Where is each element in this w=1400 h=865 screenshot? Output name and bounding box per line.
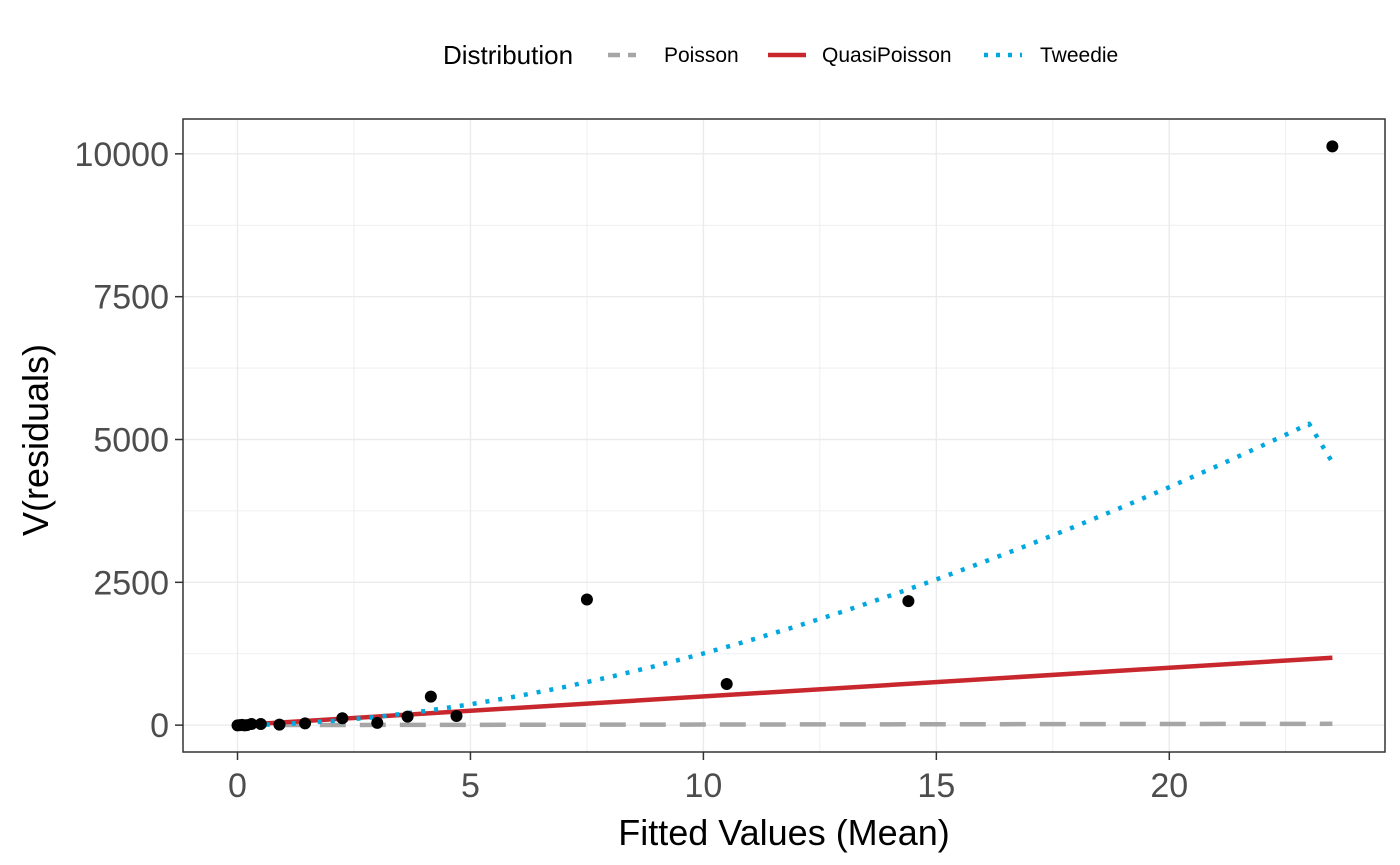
data-point — [371, 716, 384, 729]
data-point — [902, 595, 915, 608]
x-tick-label: 20 — [1150, 767, 1188, 805]
data-point — [273, 718, 286, 731]
legend-label-quasipoisson: QuasiPoisson — [822, 44, 952, 67]
data-point — [254, 718, 267, 731]
data-point — [580, 593, 593, 606]
data-point — [299, 717, 312, 730]
legend: Distribution Poisson QuasiPoisson Tweedi… — [443, 40, 1118, 70]
series-poisson-line — [239, 721, 1333, 728]
y-tick-label: 5000 — [93, 421, 169, 459]
legend-label-tweedie: Tweedie — [1040, 44, 1118, 67]
x-tick-label: 5 — [461, 767, 480, 805]
points-layer — [231, 140, 1339, 732]
x-axis: 0 5 10 15 20 — [228, 752, 1188, 805]
series-tweedie-line — [239, 421, 1335, 728]
x-tick-label: 0 — [228, 767, 247, 805]
y-tick-label: 10000 — [74, 136, 169, 174]
series-layer — [239, 421, 1335, 728]
y-tick-label: 0 — [150, 707, 169, 745]
legend-title: Distribution — [443, 40, 573, 70]
data-point — [450, 710, 463, 723]
data-point — [1326, 140, 1339, 153]
x-axis-title: Fitted Values (Mean) — [618, 812, 949, 853]
data-point — [401, 710, 414, 723]
plot-border — [182, 118, 1386, 753]
legend-label-poisson: Poisson — [664, 44, 739, 67]
x-tick-label: 15 — [917, 767, 955, 805]
y-tick-label: 7500 — [93, 279, 169, 317]
y-axis: 0 2500 5000 7500 10000 — [74, 136, 183, 745]
series-quasipoisson-line — [239, 655, 1333, 728]
data-point — [245, 718, 258, 731]
data-point — [336, 712, 349, 725]
data-point — [424, 690, 437, 703]
x-tick-label: 10 — [684, 767, 722, 805]
plot-panel — [183, 119, 1385, 752]
y-tick-label: 2500 — [93, 564, 169, 602]
data-point — [720, 678, 733, 691]
y-axis-title: V(residuals) — [15, 344, 56, 536]
